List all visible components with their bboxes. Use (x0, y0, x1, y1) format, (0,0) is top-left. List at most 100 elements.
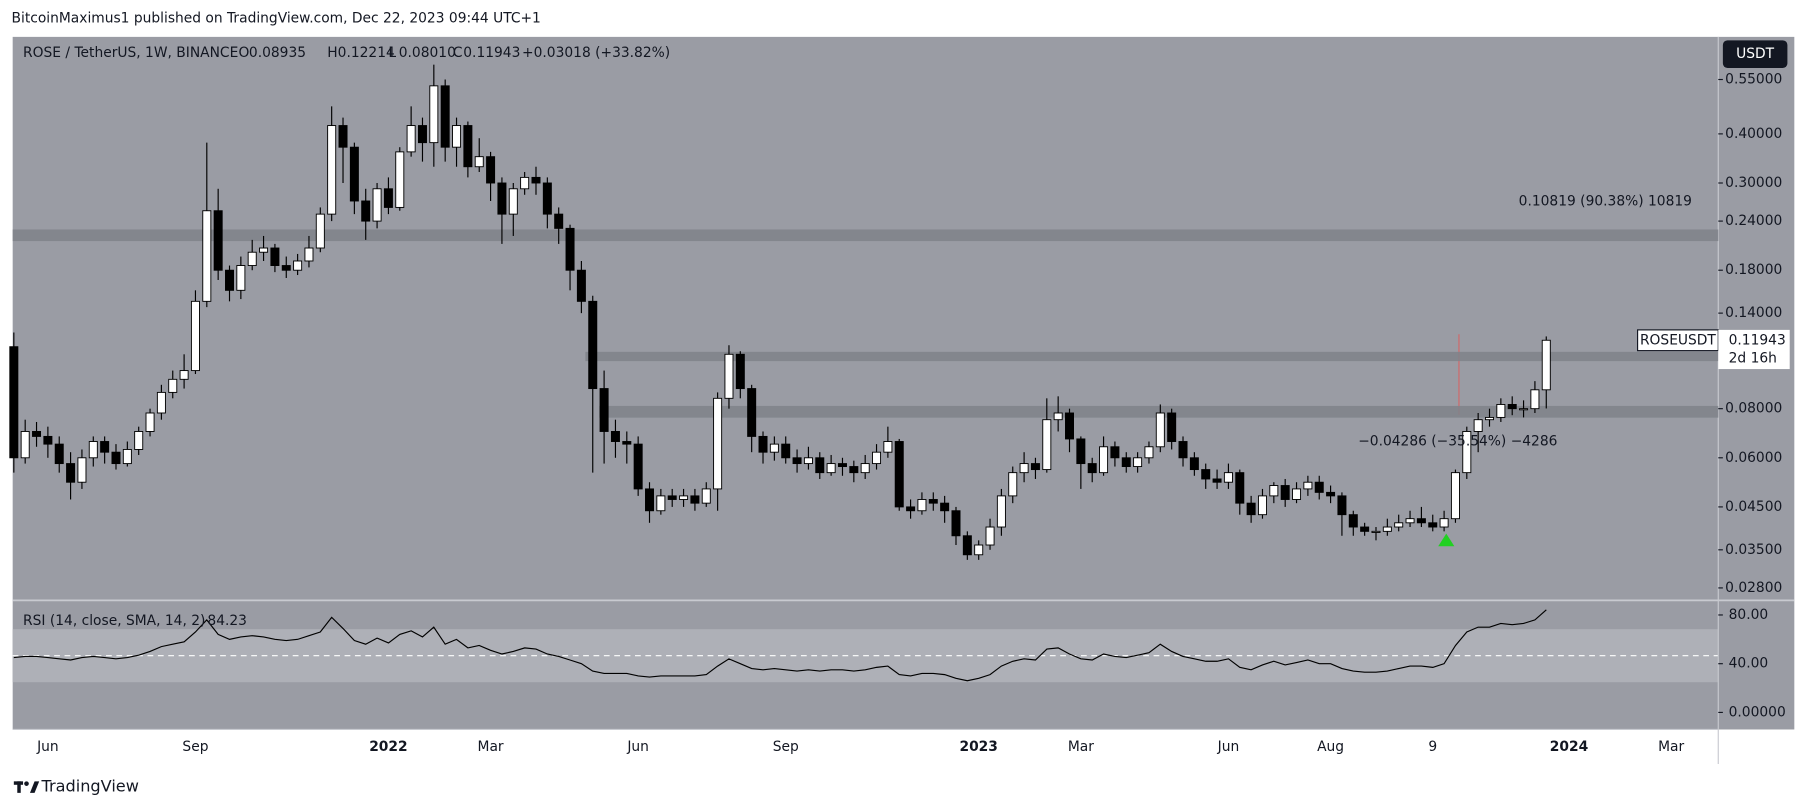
candle-body (1019, 463, 1029, 474)
candle-body (100, 441, 110, 453)
candle-body (1246, 502, 1256, 516)
candle-body (1507, 403, 1517, 410)
candle-body (951, 510, 961, 537)
candle-body (849, 466, 859, 474)
candle-body (599, 388, 609, 432)
candle-body (1314, 481, 1324, 493)
candle-body (122, 448, 132, 465)
x-tick-label: Aug (1317, 739, 1344, 755)
candle-body (769, 443, 779, 453)
candle-body (111, 451, 121, 465)
candle-body (610, 431, 620, 442)
rsi-tick-label: 80.00 (1729, 607, 1769, 623)
candle-body (1473, 419, 1483, 432)
x-tick-label: Jun (36, 739, 59, 755)
candle-body (588, 300, 598, 390)
candle-body (1450, 472, 1460, 520)
x-tick-label: 9 (1428, 739, 1437, 755)
candle-body (304, 247, 314, 262)
candle-body (815, 457, 825, 474)
candle-body (43, 435, 53, 445)
candle-body (1099, 446, 1109, 474)
candle-body (531, 176, 541, 184)
last-price: 0.11943 (1729, 332, 1786, 348)
candle-body (565, 227, 575, 271)
rsi-title: RSI (14, close, SMA, 14, 2) (23, 613, 205, 629)
candle-body (781, 443, 791, 459)
price-axis (1718, 36, 1795, 730)
currency-button[interactable] (1722, 40, 1788, 68)
candle-body (315, 213, 325, 249)
candle-body (747, 388, 757, 437)
candle-body (1530, 389, 1540, 410)
candle-body (554, 213, 564, 229)
candle-body (1462, 431, 1472, 474)
legend-key: L (388, 45, 396, 61)
y-tick-label: 0.14000 (1725, 305, 1782, 321)
candle-body (497, 182, 507, 215)
x-tick-label: 2024 (1550, 739, 1588, 755)
candle-body (576, 269, 586, 302)
candle-body (1485, 416, 1495, 421)
candle-body (679, 495, 689, 500)
candle-body (1167, 412, 1177, 442)
candle-body (338, 125, 348, 148)
candle-body (1382, 526, 1392, 532)
candle-body (1394, 522, 1404, 528)
candle-body (996, 495, 1006, 528)
rsi-tick-label: 40.00 (1729, 656, 1769, 672)
candle-body (1303, 481, 1313, 490)
candle-body (713, 397, 723, 490)
x-tick-label: Mar (1068, 739, 1094, 755)
candle-body (1257, 495, 1267, 516)
candle-body (372, 188, 382, 222)
y-tick-label: 0.02800 (1725, 580, 1782, 596)
candle-body (1076, 438, 1086, 465)
x-tick-label: 2023 (959, 739, 997, 755)
candle-body (826, 463, 836, 474)
candle-body (1360, 526, 1370, 532)
candle-body (894, 441, 904, 508)
candle-body (361, 200, 371, 222)
candle-body (1235, 472, 1245, 504)
candle-body (1348, 514, 1358, 528)
chart-title: ROSE / TetherUS, 1W, BINANCE (23, 45, 238, 61)
candle-body (1087, 463, 1097, 474)
currency-label: USDT (1736, 46, 1775, 62)
candle-body (1416, 518, 1426, 524)
legend-key: C (453, 45, 463, 61)
x-tick-label: Sep (773, 739, 799, 755)
candle-body (792, 457, 802, 465)
candle-body (383, 188, 393, 208)
candle-body (1008, 472, 1018, 497)
candle-body (202, 210, 212, 302)
legend-value: 0.11943 (463, 45, 520, 61)
candle-body (667, 495, 677, 500)
candle-body (1541, 339, 1551, 391)
signal-arrow (1438, 533, 1455, 547)
candle-body (1042, 419, 1052, 471)
candle-body (1280, 485, 1290, 500)
candle-body (928, 499, 938, 504)
candle-body (1519, 408, 1529, 411)
candle-body (259, 247, 269, 253)
measure-label: 0.10819 (90.38%) 10819 (1519, 194, 1692, 210)
candle-body (1428, 522, 1438, 528)
x-tick-label: Mar (1658, 739, 1684, 755)
resistance-zone (599, 405, 1719, 418)
candle-body (837, 463, 847, 468)
candle-body (236, 265, 246, 291)
symbol-label: ROSEUSDT (1640, 332, 1716, 348)
candle-body (1178, 441, 1188, 459)
candle-body (1439, 518, 1449, 528)
price-tag (1718, 329, 1790, 370)
candle-body (622, 441, 632, 445)
candle-body (872, 451, 882, 465)
rsi-line (13, 609, 1547, 682)
x-tick-label: Jun (626, 739, 649, 755)
candle-body (1326, 491, 1336, 497)
candle-body (168, 378, 178, 393)
candle-body (134, 431, 144, 450)
